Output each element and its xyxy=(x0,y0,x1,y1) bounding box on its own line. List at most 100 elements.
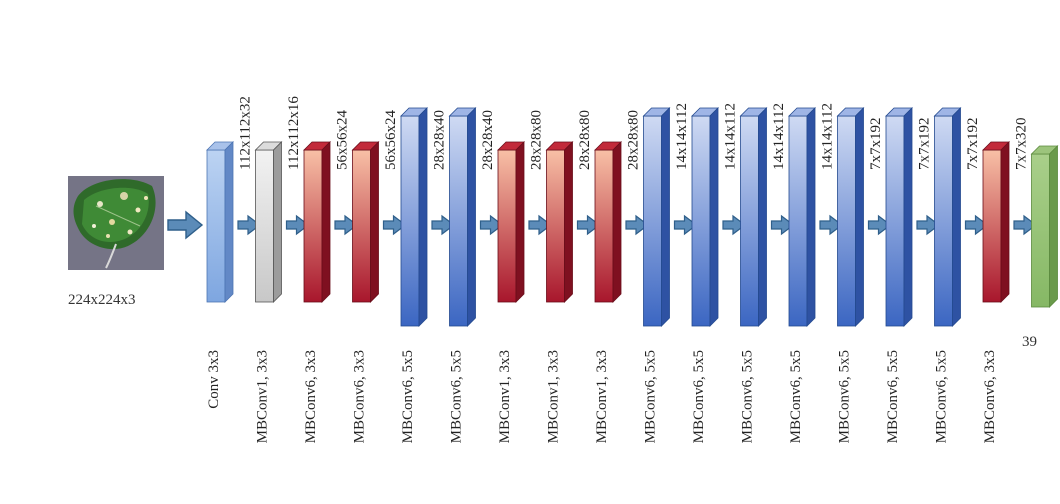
layer-block xyxy=(545,141,574,303)
layer-dims-label: 112x112x16 xyxy=(286,96,302,170)
flow-arrow xyxy=(916,214,940,236)
input-arrow xyxy=(167,210,204,240)
layer-side-face xyxy=(758,107,767,327)
flow-arrow xyxy=(382,214,407,236)
layer-operation-label: MBConv1, 3x3 xyxy=(546,350,562,443)
layer-side-face xyxy=(806,107,816,327)
layer-operation-label: MBConv6, 5x5 xyxy=(691,350,707,443)
flow-arrow xyxy=(431,214,455,236)
input-dims-label: 224x224x3 xyxy=(68,292,136,308)
flow-arrow xyxy=(625,214,649,236)
layer-front-face xyxy=(740,115,759,327)
layer-side-face xyxy=(855,107,864,327)
layer-block xyxy=(982,141,1010,303)
layer-side-face xyxy=(370,141,379,303)
layer-block xyxy=(594,141,622,303)
flow-arrow xyxy=(528,214,552,236)
layer-block xyxy=(254,141,283,303)
layer-operation-label: MBConv1, 3x3 xyxy=(497,350,513,443)
flow-arrow xyxy=(722,214,746,236)
flow-arrow xyxy=(673,214,698,236)
layer-dims-label: 14x14x112 xyxy=(771,103,787,170)
layer-side-face xyxy=(612,141,622,303)
layer-side-face xyxy=(661,107,670,327)
layer-front-face xyxy=(206,149,226,303)
layer-block xyxy=(206,141,234,303)
layer-operation-label: MBConv6, 5x5 xyxy=(885,350,901,443)
layer-operation-label: MBConv6, 3x3 xyxy=(982,350,998,443)
layer-operation-label: MBConv6, 5x5 xyxy=(400,350,416,443)
layer-front-face xyxy=(982,149,1002,303)
layer-side-face xyxy=(564,141,573,303)
layer-dims-label: 14x14x112 xyxy=(723,103,739,170)
layer-front-face xyxy=(400,115,420,327)
layer-block xyxy=(351,141,380,303)
layer-block xyxy=(739,107,768,327)
layer-front-face xyxy=(497,149,517,303)
layer-operation-label: MBConv1, 3x3 xyxy=(255,350,271,443)
layer-dims-label: 28x28x80 xyxy=(577,110,593,170)
layer-front-face xyxy=(449,115,468,327)
layer-front-face xyxy=(934,115,953,327)
layer-side-face xyxy=(1049,145,1058,308)
layer-dims-label: 28x28x80 xyxy=(529,110,545,170)
layer-block xyxy=(400,107,428,327)
layer-side-face xyxy=(903,107,913,327)
flow-arrow xyxy=(1013,214,1037,236)
layer-front-face xyxy=(643,115,662,327)
layer-dims-label: 112x112x32 xyxy=(238,96,254,170)
layer-block xyxy=(497,141,525,303)
layer-front-face xyxy=(352,149,371,303)
layer-front-face xyxy=(837,115,856,327)
layer-front-face xyxy=(594,149,614,303)
layer-dims-label: 28x28x40 xyxy=(480,110,496,170)
layer-dims-label: 7x7x192 xyxy=(917,118,933,171)
layer-side-face xyxy=(224,141,234,303)
layer-front-face xyxy=(691,115,711,327)
layer-operation-label: Conv 3x3 xyxy=(206,350,222,409)
layer-front-face xyxy=(1031,153,1050,308)
layer-operation-label: MBConv6, 3x3 xyxy=(352,350,368,443)
layer-side-face xyxy=(418,107,428,327)
layer-side-face xyxy=(1000,141,1010,303)
output-class-count: 39 xyxy=(1022,334,1037,350)
flow-arrow xyxy=(770,214,795,236)
layer-block xyxy=(303,141,331,303)
flow-arrow xyxy=(237,214,261,236)
layer-front-face xyxy=(303,149,323,303)
layer-side-face xyxy=(321,141,331,303)
flow-arrow xyxy=(285,214,310,236)
layer-block xyxy=(691,107,719,327)
layer-dims-label: 28x28x40 xyxy=(432,110,448,170)
layer-operation-label: MBConv6, 5x5 xyxy=(740,350,756,443)
layer-side-face xyxy=(952,107,961,327)
layer-dims-label: 7x7x192 xyxy=(965,118,981,171)
layer-front-face xyxy=(885,115,905,327)
layer-dims-label: 28x28x80 xyxy=(626,110,642,170)
flow-arrow xyxy=(867,214,892,236)
layer-dims-label: 14x14x112 xyxy=(820,103,836,170)
flow-arrow xyxy=(819,214,843,236)
layer-operation-label: MBConv6, 5x5 xyxy=(643,350,659,443)
layer-side-face xyxy=(467,107,476,327)
layer-block xyxy=(1030,145,1059,308)
layer-front-face xyxy=(546,149,565,303)
layer-dims-label: 7x7x320 xyxy=(1014,118,1030,171)
layer-dims-label: 7x7x192 xyxy=(868,118,884,171)
layer-block xyxy=(933,107,962,327)
layer-front-face xyxy=(788,115,808,327)
layer-block xyxy=(448,107,477,327)
layer-block xyxy=(642,107,671,327)
layer-operation-label: MBConv6, 5x5 xyxy=(788,350,804,443)
flow-arrow xyxy=(964,214,989,236)
layer-block xyxy=(788,107,816,327)
layer-dims-label: 56x56x24 xyxy=(383,110,399,171)
layer-operation-label: MBConv6, 3x3 xyxy=(303,350,319,443)
layer-stack: Conv 3x3 MBConv1, 3x3 112x112x32 MBConv6, 3… xyxy=(167,96,1059,443)
layer-operation-label: MBConv6, 5x5 xyxy=(934,350,950,443)
flow-arrow xyxy=(479,214,504,236)
layer-block xyxy=(836,107,865,327)
layer-dims-label: 14x14x112 xyxy=(674,103,690,170)
layer-front-face xyxy=(255,149,274,303)
